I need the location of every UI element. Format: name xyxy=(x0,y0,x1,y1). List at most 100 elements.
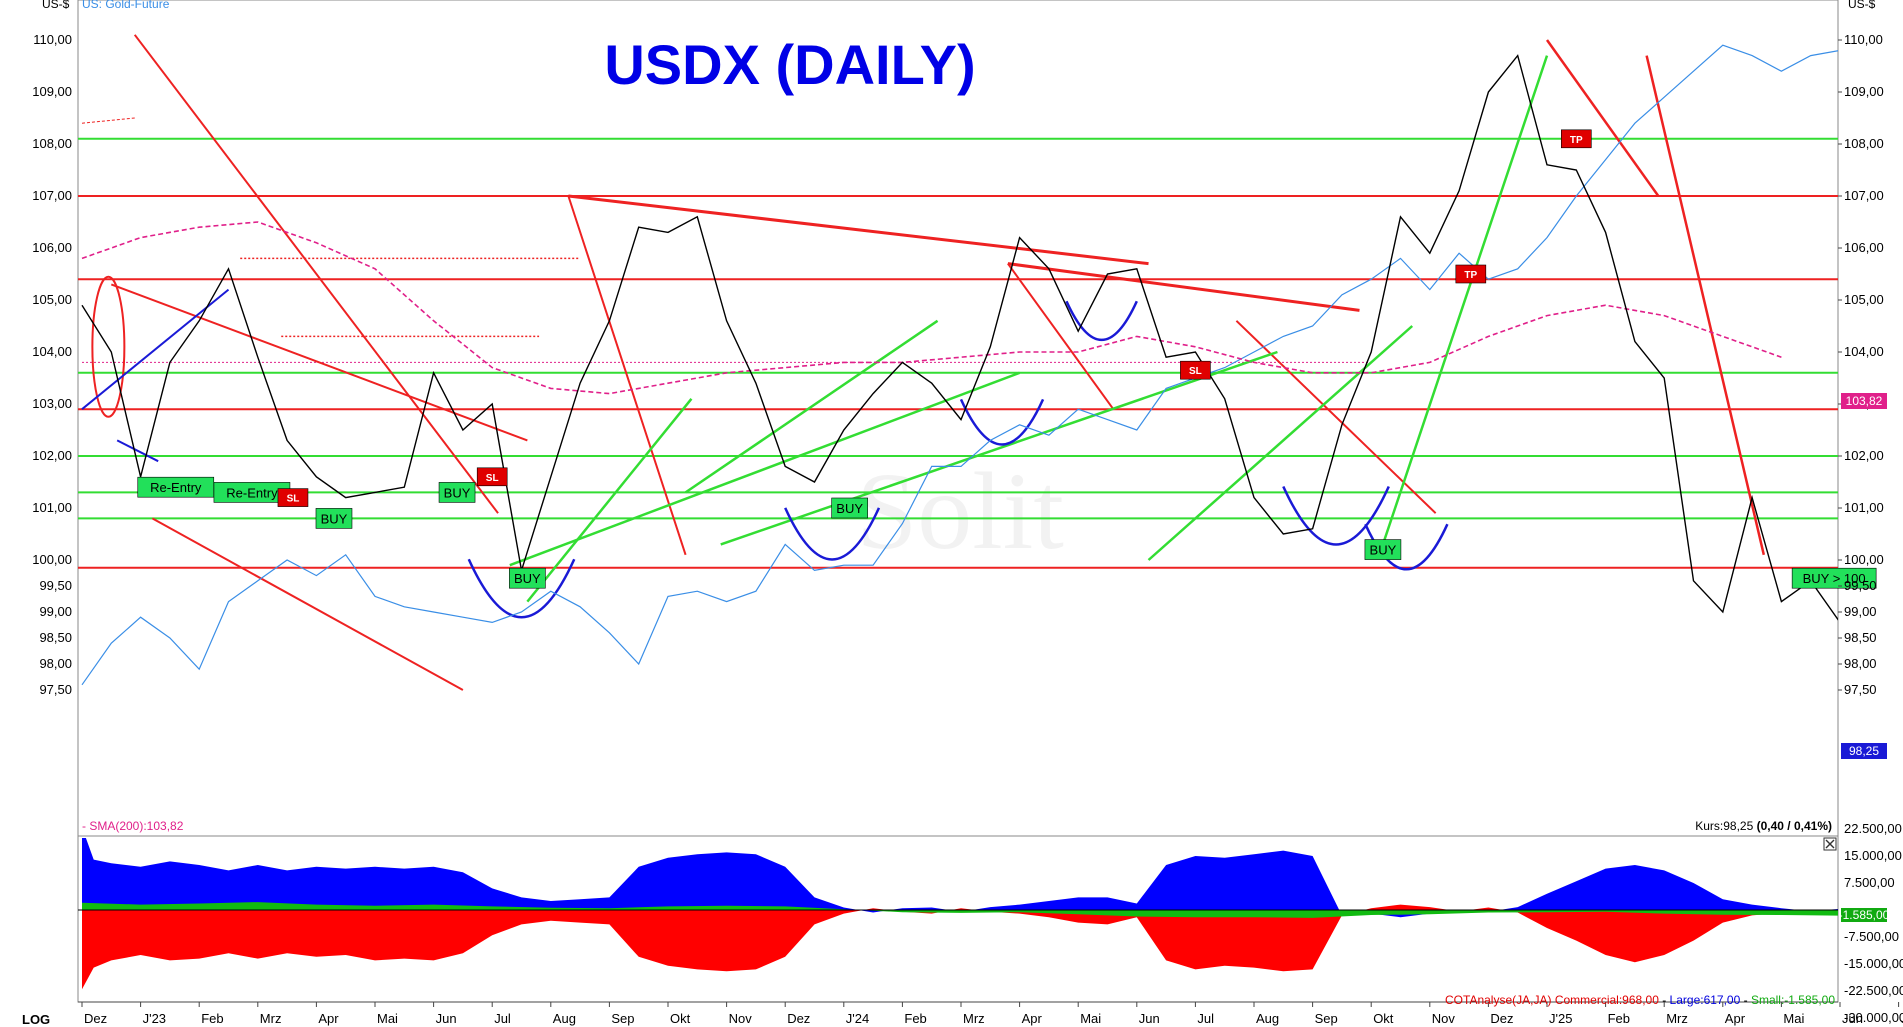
x-tick-label: Jun xyxy=(436,1011,457,1026)
signal-buy: BUY xyxy=(831,497,868,519)
y-tick-label-left: 107,00 xyxy=(32,188,72,203)
signal-buy: BUY xyxy=(1364,539,1402,560)
y-tick-label-right: 98,50 xyxy=(1844,630,1877,645)
svg-text:BUY: BUY xyxy=(321,511,348,526)
x-tick-label: Feb xyxy=(201,1011,223,1026)
svg-text:TP: TP xyxy=(1464,270,1477,281)
svg-text:BUY: BUY xyxy=(836,501,863,516)
svg-text:BUY > 100: BUY > 100 xyxy=(1803,571,1866,586)
cup-pattern-arc xyxy=(784,507,881,561)
x-tick-label: Jul xyxy=(1197,1011,1214,1026)
cot-y-tick-label: 22.500,00 xyxy=(1844,821,1902,836)
y-tick-label-right: 109,00 xyxy=(1844,84,1884,99)
y-tick-label-right: 102,00 xyxy=(1844,448,1884,463)
y-tick-label-right: 108,00 xyxy=(1844,136,1884,151)
y-tick-label-right: 98,00 xyxy=(1844,656,1877,671)
highlight-ellipse xyxy=(91,275,126,418)
sma-value-badge: 103,82 xyxy=(1841,393,1887,409)
signal-tp: TP xyxy=(1561,129,1592,149)
y-tick-label-right: 101,00 xyxy=(1844,500,1884,515)
trend-line xyxy=(684,319,939,494)
signal-buy: BUY xyxy=(438,482,476,503)
signal-buy: BUY xyxy=(315,508,353,529)
y-tick-label-left: 99,50 xyxy=(39,578,72,593)
y-tick-label-right: 99,50 xyxy=(1844,578,1877,593)
y-tick-label-left: 102,00 xyxy=(32,448,72,463)
x-tick-label: Apr xyxy=(318,1011,339,1026)
x-tick-label: Mai xyxy=(377,1011,398,1026)
cot-y-tick-label: -22.500,00 xyxy=(1844,983,1903,998)
x-tick-label: Nov xyxy=(729,1011,753,1026)
cot-legend-small: Small:-1.585,00 xyxy=(1751,993,1835,1007)
trend-line xyxy=(567,195,687,556)
svg-text:Re-Entry: Re-Entry xyxy=(226,485,278,500)
cot-y-tick-label: 7.500,00 xyxy=(1844,875,1895,890)
svg-text:98,25: 98,25 xyxy=(1849,744,1879,758)
trend-line xyxy=(1645,55,1766,556)
y-tick-label-right: 97,50 xyxy=(1844,682,1877,697)
y-tick-label-left: 110,00 xyxy=(33,32,72,47)
x-tick-label: Dez xyxy=(1490,1011,1513,1026)
cot-legend-commercial: Commercial:968,00 xyxy=(1555,993,1659,1007)
x-tick-label: Jun xyxy=(1842,1011,1863,1026)
log-label: LOG xyxy=(22,1012,50,1027)
series-line-kurs xyxy=(81,54,1838,621)
y-tick-label-left: 103,00 xyxy=(32,396,72,411)
x-tick-label: Aug xyxy=(553,1011,576,1026)
cot-small-value-badge: -1.585,00 xyxy=(1839,908,1890,922)
x-tick-label: Jul xyxy=(494,1011,511,1026)
cot-y-tick-label: -15.000,00 xyxy=(1844,956,1903,971)
y-tick-label-left: 109,00 xyxy=(32,84,72,99)
y-tick-label-left: 108,00 xyxy=(32,136,72,151)
svg-text:SL: SL xyxy=(287,494,300,505)
watermark: Solit xyxy=(856,450,1064,572)
x-tick-label: J'24 xyxy=(846,1011,869,1026)
x-tick-label: Okt xyxy=(1373,1011,1394,1026)
y-tick-label-left: 98,00 xyxy=(39,656,72,671)
x-tick-label: Mai xyxy=(1080,1011,1101,1026)
trend-line xyxy=(568,194,1149,266)
trend-line xyxy=(1545,39,1660,197)
trend-line xyxy=(720,350,1278,546)
trend-line xyxy=(1007,263,1115,410)
chart-title: USDX (DAILY) xyxy=(604,33,975,96)
y-tick-label-left: 98,50 xyxy=(39,630,72,645)
svg-text:103,82: 103,82 xyxy=(1846,394,1883,408)
x-tick-label: Mrz xyxy=(260,1011,282,1026)
x-tick-label: Sep xyxy=(1315,1011,1338,1026)
y-tick-label-left: 106,00 xyxy=(32,240,72,255)
trend-line xyxy=(1235,320,1437,514)
cot-legend-large: Large:617,00 xyxy=(1670,993,1741,1007)
series-line-us-gold-future xyxy=(81,44,1838,686)
x-tick-label: Mai xyxy=(1783,1011,1804,1026)
cup-pattern-arc xyxy=(959,398,1045,446)
y-tick-label-right: 99,00 xyxy=(1844,604,1877,619)
y-tick-label-right: 100,00 xyxy=(1844,552,1884,567)
signal-tp: TP xyxy=(1455,264,1487,284)
signal-sl: SL xyxy=(277,488,309,507)
svg-text:COTAnalyse(JA,JA) Commercial:9: COTAnalyse(JA,JA) Commercial:968,00 - La… xyxy=(1445,993,1835,1007)
x-tick-label: Mrz xyxy=(1666,1011,1688,1026)
trend-line xyxy=(151,517,464,691)
y-tick-label-left: 97,50 xyxy=(39,682,72,697)
signal-buy-100: BUY > 100 xyxy=(1791,567,1877,589)
x-tick-label: Nov xyxy=(1432,1011,1456,1026)
series-line-sma-200- xyxy=(81,221,1782,395)
cot-y-tick-label: 15.000,00 xyxy=(1844,848,1902,863)
y-tick-label-right: 105,00 xyxy=(1844,292,1884,307)
cot-y-tick-label: -30.000,00 xyxy=(1844,1010,1903,1025)
x-tick-label: J'25 xyxy=(1549,1011,1572,1026)
trend-line xyxy=(1147,325,1414,561)
y-tick-label-left: 105,00 xyxy=(32,292,72,307)
cup-pattern-arc xyxy=(467,558,576,619)
cot-legend-prefix: COTAnalyse(JA,JA) xyxy=(1445,993,1551,1007)
x-tick-label: Sep xyxy=(611,1011,634,1026)
right-unit-label: US-$ xyxy=(1848,0,1876,11)
left-unit-label: US-$ xyxy=(42,0,70,11)
y-tick-label-left: 100,00 xyxy=(32,552,72,567)
cot-y-tick-label: -7.500,00 xyxy=(1844,929,1899,944)
close-panel-icon[interactable] xyxy=(1823,837,1837,851)
svg-text:BUY: BUY xyxy=(1370,543,1397,558)
sma-legend: - SMA(200):103,82 xyxy=(82,819,184,833)
